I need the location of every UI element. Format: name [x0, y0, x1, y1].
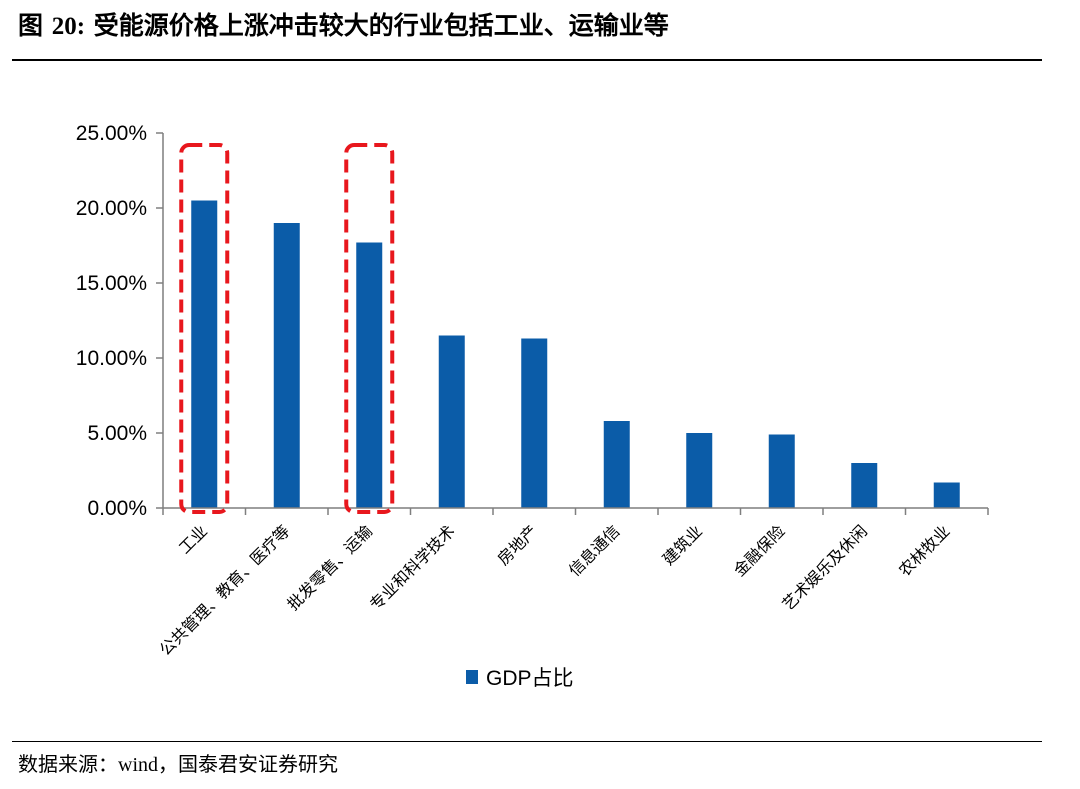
source-name: wind [118, 754, 158, 776]
highlight-box-1 [179, 143, 230, 514]
bar-2 [273, 223, 300, 508]
bar-8 [768, 434, 795, 508]
bar-1 [191, 200, 218, 508]
bar-6 [603, 421, 630, 508]
bar-10 [933, 482, 960, 508]
figure-label: 图 [18, 11, 44, 40]
category-label: 批发零售、运输 [283, 521, 376, 614]
y-tick-label: 15.00% [76, 272, 147, 295]
y-tick-label: 0.00% [87, 497, 147, 520]
y-tick-label: 10.00% [76, 347, 147, 370]
bar-9 [851, 463, 878, 508]
category-label: 农林牧业 [895, 521, 954, 580]
bar-7 [686, 433, 713, 508]
legend-swatch [466, 670, 478, 684]
bar-chart: 0.00%5.00%10.00%15.00%20.00%25.00%工业公共管理… [76, 122, 989, 690]
category-label: 建筑业 [659, 521, 706, 568]
source-prefix: 数据来源： [18, 752, 118, 776]
highlight-box-2 [344, 143, 395, 514]
category-label: 信息通信 [565, 521, 624, 580]
y-tick-label: 20.00% [76, 197, 147, 220]
bar-3 [356, 242, 383, 508]
source-divider [12, 741, 1042, 742]
source-note: 数据来源：wind，国泰君安证券研究 [18, 748, 338, 777]
source-rest: ，国泰君安证券研究 [158, 752, 338, 776]
bar-5 [521, 338, 548, 508]
y-tick-label: 5.00% [87, 422, 147, 445]
figure-title-text: 受能源价格上涨冲击较大的行业包括工业、运输业等 [93, 11, 669, 40]
figure-title: 图 20: 受能源价格上涨冲击较大的行业包括工业、运输业等 [18, 6, 669, 42]
category-label: 工业 [175, 521, 211, 557]
category-label: 金融保险 [730, 521, 789, 580]
legend-label: GDP占比 [486, 667, 574, 690]
category-label: 专业和科学技术 [366, 521, 459, 614]
title-divider [12, 59, 1042, 61]
bar-4 [438, 335, 465, 508]
y-tick-label: 25.00% [76, 122, 147, 145]
figure-number: 20: [51, 13, 86, 40]
category-label: 房地产 [494, 521, 541, 568]
category-label: 艺术娱乐及休闲 [778, 521, 871, 614]
